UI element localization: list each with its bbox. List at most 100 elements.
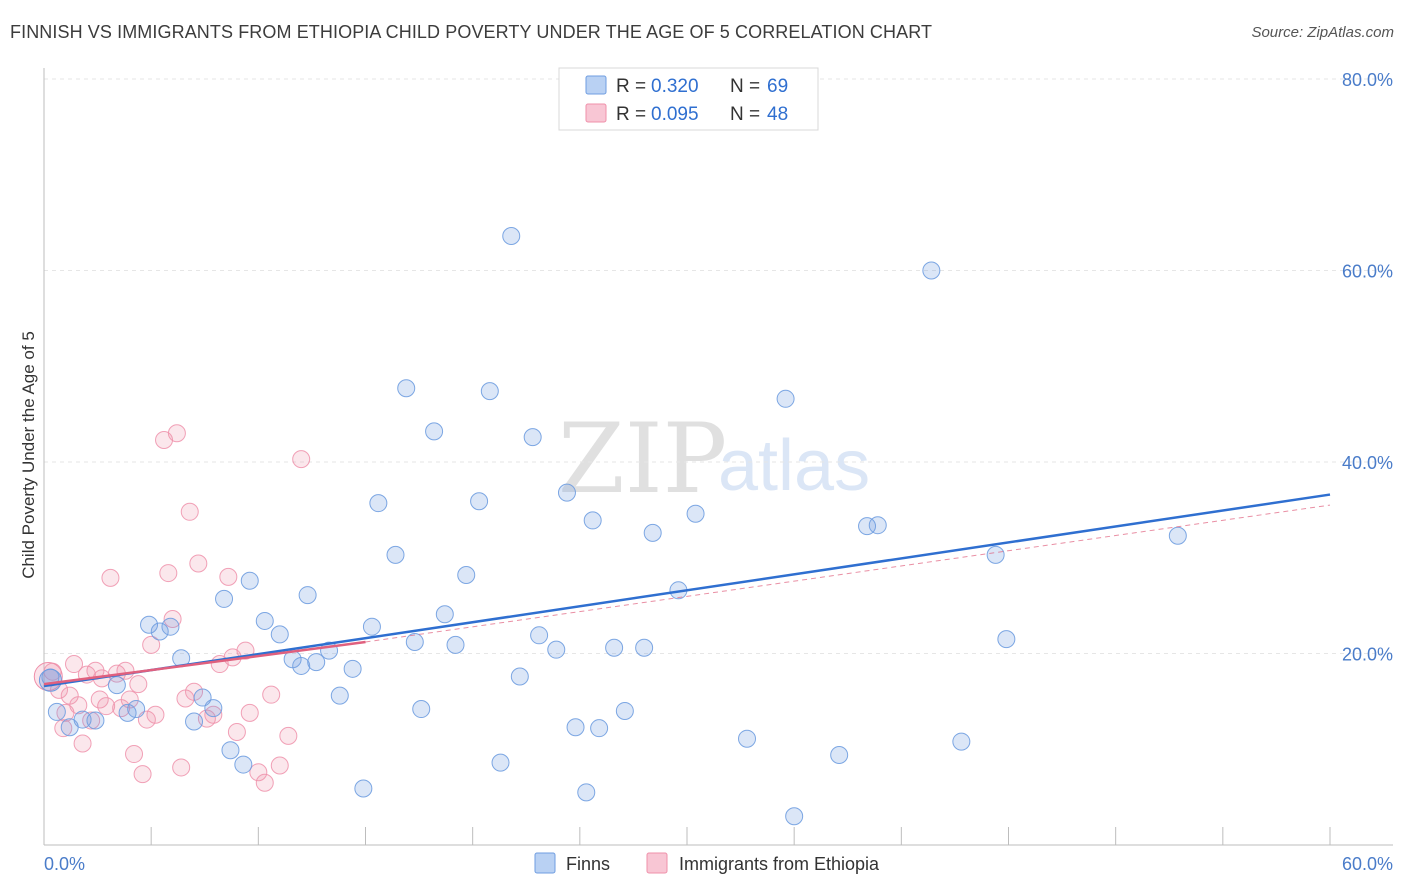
finns-point [530,626,549,645]
ethiopia-point [73,734,92,753]
finns-point [446,635,465,654]
finns-point [997,630,1016,649]
finns-point [605,638,624,657]
finns-point [215,589,234,608]
finns-point [523,428,542,447]
ethiopia-point [262,685,281,704]
finns-point [510,667,529,686]
finns-point [457,565,476,584]
bottom-legend-swatch-ethiopia [646,852,668,874]
finns-point [118,703,137,722]
ethiopia-point [125,745,144,764]
finns-point [140,615,159,634]
legend-n-label-ethiopia: N = [730,104,760,125]
finns-point [107,676,126,695]
ethiopia-point [69,696,88,715]
y-tick-label-20: 20.0% [1342,645,1393,665]
ethiopia-point [279,726,298,745]
finns-point [986,545,1005,564]
y-axis-label: Child Poverty Under the Age of 5 [19,331,38,579]
gridlines [44,78,1393,654]
finns-point [643,523,662,542]
finns-point [412,700,431,719]
legend: R = 0.320 N = 69 R = 0.095 N = 48 [558,67,819,131]
finns-point [776,389,795,408]
finns-point [583,511,602,530]
finns-point [127,700,146,719]
x-tick-label-max: 60.0% [1342,854,1393,874]
finns-point [270,625,289,644]
finns-point [47,702,66,721]
legend-n-value-ethiopia: 48 [767,104,788,125]
finns-point-cluster [38,668,62,692]
finns-point [1168,526,1187,545]
bottom-legend: Finns Immigrants from Ethiopia [534,852,880,874]
finns-point [354,779,373,798]
ethiopia-point [255,773,274,792]
finns-point [204,699,223,718]
finns-point [73,710,92,729]
ethiopia-point [185,682,204,701]
ethiopia-point [137,710,156,729]
finns-point [425,422,444,441]
ethiopia-point [189,554,208,573]
ethiopia-point [163,610,182,629]
finns-point [362,617,381,636]
ethiopia-point [146,705,165,724]
ethiopia-point [180,502,199,521]
chart-title: FINNISH VS IMMIGRANTS FROM ETHIOPIA CHIL… [10,22,933,42]
finns-point [386,545,405,564]
x-tick-label-min: 0.0% [44,854,85,874]
legend-r-value-finns: 0.320 [651,76,699,97]
y-tick-label-40: 40.0% [1342,453,1393,473]
ethiopia-point [133,765,152,784]
legend-swatch-finns [585,75,607,95]
ethiopia-trend-line [43,640,366,686]
ethiopia-point [97,697,116,716]
finns-point [193,688,212,707]
legend-r-label-finns: R = [616,76,646,97]
finns-point [738,729,757,748]
finns-point [161,617,180,636]
finns-point [470,492,489,511]
finns-point [922,261,941,280]
finns-point [502,227,521,246]
ethiopia-point [227,723,246,742]
ethiopia-point [101,568,120,587]
finns-point [298,586,317,605]
finns-point [952,732,971,751]
finns-point [343,659,362,678]
finns-point [868,516,887,535]
ethiopia-point [159,564,178,583]
bottom-legend-ethiopia: Immigrants from Ethiopia [679,854,880,874]
ethiopia-point [167,424,186,443]
ethiopia-point [240,703,259,722]
finns-point [566,718,585,737]
legend-n-value-finns: 69 [767,76,788,97]
trend-lines [43,493,1331,688]
finns-point [830,745,849,764]
finns-point [635,638,654,657]
finns-point [255,611,274,630]
source-label: Source: ZipAtlas.com [1251,24,1394,41]
finns-point [686,504,705,523]
finns-point [557,483,576,502]
ethiopia-point [142,635,161,654]
ethiopia-point [219,567,238,586]
ethiopia-point [129,675,148,694]
ethiopia-point [54,719,73,738]
finns-point [234,755,253,774]
finns-point [397,379,416,398]
finns-point [480,382,499,401]
ethiopia-point [172,758,191,777]
ethiopia-point [90,690,109,709]
ethiopia-point [120,690,139,709]
finns-point [221,741,240,760]
series-ethiopia-points [33,424,311,792]
finns-point [240,571,259,590]
series-finns-points [38,227,1187,826]
watermark-atlas: atlas [718,426,870,506]
finns-point [577,783,596,802]
ethiopia-point [270,756,289,775]
